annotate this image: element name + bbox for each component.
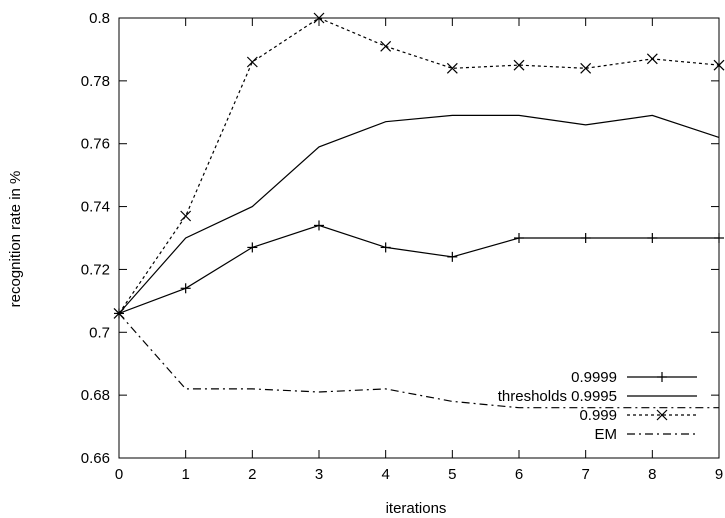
legend-marker bbox=[657, 372, 667, 382]
marker-stroke bbox=[713, 59, 725, 71]
series-0-9999 bbox=[114, 220, 724, 319]
x-tick-label: 5 bbox=[448, 466, 456, 483]
y-tick-label: 0.76 bbox=[81, 136, 110, 153]
data-point bbox=[313, 12, 325, 24]
series-0-999 bbox=[113, 12, 725, 319]
y-tick-label: 0.7 bbox=[89, 324, 110, 341]
marker-stroke bbox=[446, 62, 458, 74]
marker-stroke bbox=[656, 409, 668, 421]
marker-stroke bbox=[513, 59, 525, 71]
marker-stroke bbox=[580, 62, 592, 74]
axes: 0 1 2 3 4 5 6 7 8 9 0.66 0.68 0.7 0.72 0.74 0.76 0.78 0.8 bbox=[81, 10, 723, 483]
legend-marker bbox=[656, 409, 668, 421]
series-layer bbox=[113, 12, 725, 409]
data-point bbox=[713, 59, 725, 71]
data-point bbox=[246, 56, 258, 68]
y-tick-label: 0.74 bbox=[81, 199, 110, 216]
x-tick-label: 9 bbox=[715, 466, 723, 483]
data-point bbox=[446, 62, 458, 74]
marker-stroke bbox=[313, 12, 325, 24]
series-line bbox=[118, 313, 719, 409]
x-tick-label: 2 bbox=[248, 466, 256, 483]
x-tick-label: 8 bbox=[648, 466, 656, 483]
y-tick-label: 0.78 bbox=[81, 73, 110, 90]
marker-stroke bbox=[646, 53, 658, 65]
data-point bbox=[580, 62, 592, 74]
legend-label: EM bbox=[595, 426, 618, 443]
x-tick-label: 7 bbox=[581, 466, 589, 483]
data-point bbox=[380, 40, 392, 52]
x-tick-label: 3 bbox=[315, 466, 323, 483]
data-point bbox=[180, 283, 191, 294]
x-tick-label: 0 bbox=[115, 466, 123, 483]
data-point bbox=[647, 233, 658, 243]
data-point bbox=[514, 233, 524, 243]
y-axis-label: recognition rate in % bbox=[7, 171, 24, 308]
series-line bbox=[118, 114, 720, 314]
series-line bbox=[118, 224, 719, 314]
data-point bbox=[380, 242, 391, 253]
data-point bbox=[447, 251, 458, 262]
y-tick-label: 0.68 bbox=[81, 387, 110, 404]
data-point bbox=[646, 53, 658, 65]
data-point bbox=[714, 233, 724, 243]
marker-stroke bbox=[246, 56, 258, 68]
marker-stroke bbox=[180, 210, 192, 222]
data-point bbox=[247, 242, 258, 253]
y-tick-label: 0.66 bbox=[81, 450, 110, 467]
legend-label: 0.9999 bbox=[571, 369, 617, 386]
legend-label: thresholds 0.9995 bbox=[498, 388, 617, 405]
y-tick-label: 0.8 bbox=[89, 10, 110, 27]
data-point bbox=[580, 233, 591, 243]
data-point bbox=[513, 59, 525, 71]
x-tick-label: 1 bbox=[181, 466, 189, 483]
data-point bbox=[314, 220, 324, 231]
series-line bbox=[118, 17, 720, 314]
legend: 0.9999 thresholds 0.9995 0.999 EM bbox=[498, 369, 697, 443]
x-tick-label: 4 bbox=[381, 466, 389, 483]
series-em bbox=[118, 313, 719, 409]
x-tick-label: 6 bbox=[515, 466, 523, 483]
marker-stroke bbox=[380, 40, 392, 52]
y-tick-label: 0.72 bbox=[81, 261, 110, 278]
legend-label: 0.999 bbox=[579, 407, 617, 424]
x-axis-label: iterations bbox=[386, 500, 447, 517]
series-0-9995 bbox=[118, 114, 720, 314]
data-point bbox=[180, 210, 192, 222]
